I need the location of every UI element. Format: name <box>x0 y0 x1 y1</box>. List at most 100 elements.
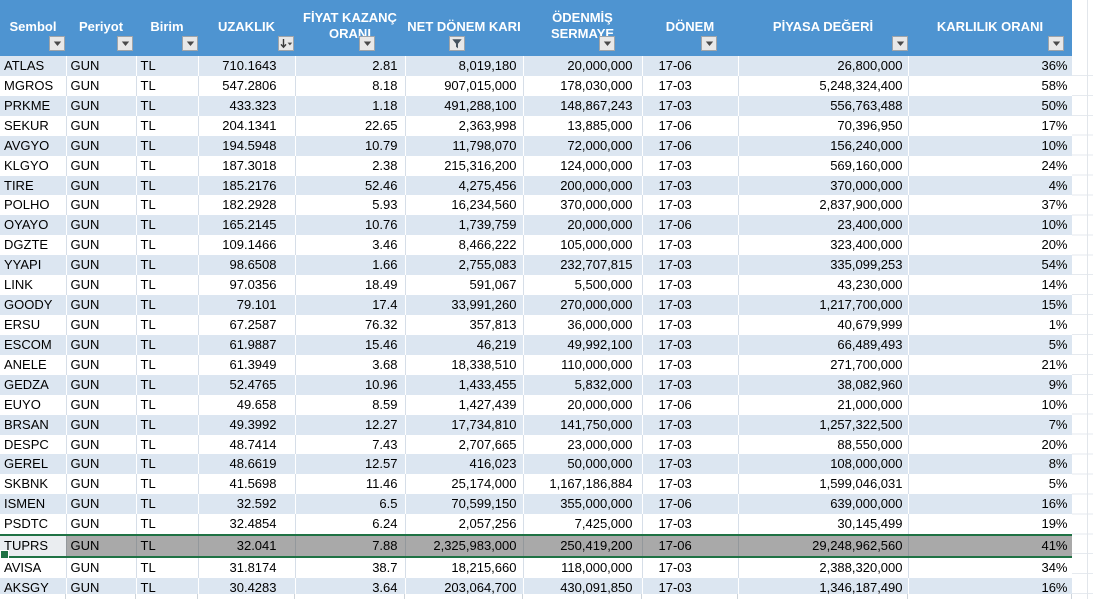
dropdown-icon[interactable] <box>182 36 198 51</box>
cell[interactable]: TL <box>136 295 199 315</box>
column-header-fi̇yat-kazanç-orani[interactable]: FİYAT KAZANÇ ORANI <box>295 0 405 56</box>
cell[interactable]: TL <box>136 135 199 156</box>
cell[interactable]: 12.57 <box>295 454 406 475</box>
cell[interactable]: 639,000,000 <box>738 494 909 515</box>
cell[interactable]: 13,885,000 <box>523 115 643 136</box>
cell[interactable]: 109.1466 <box>198 235 296 256</box>
cell[interactable]: 7,425,000 <box>523 514 643 536</box>
cell[interactable]: 17,734,810 <box>405 414 524 435</box>
cell[interactable]: 430,091,850 <box>523 577 643 598</box>
cell[interactable]: 17-03 <box>642 557 739 578</box>
cell[interactable]: TL <box>136 75 199 96</box>
empty-sheet-row[interactable] <box>0 594 1072 599</box>
cell[interactable]: 250,419,200 <box>523 534 643 559</box>
cell[interactable]: 569,160,000 <box>738 155 909 176</box>
cell[interactable]: GUN <box>66 255 137 276</box>
cell[interactable]: 88,550,000 <box>738 434 909 455</box>
cell[interactable]: TL <box>136 514 199 536</box>
cell[interactable]: 30.4283 <box>198 577 296 598</box>
cell[interactable]: 204.1341 <box>198 115 296 136</box>
cell[interactable]: 1,257,322,500 <box>738 414 909 435</box>
cell[interactable]: 29,248,962,560 <box>738 534 909 559</box>
cell[interactable]: DGZTE <box>0 235 67 256</box>
cell[interactable]: 18.49 <box>295 275 406 296</box>
cell[interactable]: 8.59 <box>295 394 406 415</box>
cell[interactable]: 66,489,493 <box>738 334 909 355</box>
cell[interactable]: GUN <box>66 557 137 578</box>
cell[interactable]: 10% <box>908 135 1073 156</box>
cell[interactable]: 7.43 <box>295 434 406 455</box>
cell[interactable]: SEKUR <box>0 115 67 136</box>
cell[interactable]: 1% <box>908 314 1073 335</box>
cell[interactable]: ISMEN <box>0 494 67 515</box>
cell[interactable]: OYAYO <box>0 215 67 236</box>
cell[interactable]: 6.5 <box>295 494 406 515</box>
cell[interactable]: 61.9887 <box>198 334 296 355</box>
cell[interactable]: 491,288,100 <box>405 95 524 116</box>
cell[interactable]: 433.323 <box>198 95 296 116</box>
cell[interactable]: YYAPI <box>0 255 67 276</box>
cell[interactable]: TL <box>136 374 199 395</box>
cell[interactable]: TUPRS <box>0 534 67 559</box>
cell[interactable]: 34% <box>908 557 1073 578</box>
cell[interactable]: TL <box>136 155 199 176</box>
cell[interactable]: 105,000,000 <box>523 235 643 256</box>
column-header-uzaklik[interactable]: UZAKLIK <box>198 0 295 56</box>
cell[interactable]: 17-03 <box>642 155 739 176</box>
cell[interactable]: 16% <box>908 494 1073 515</box>
cell[interactable]: 17-03 <box>642 334 739 355</box>
cell[interactable]: 8.18 <box>295 75 406 96</box>
cell[interactable]: 3.64 <box>295 577 406 598</box>
cell[interactable]: GUN <box>66 295 137 315</box>
cell[interactable]: GEREL <box>0 454 67 475</box>
cell[interactable]: 17-03 <box>642 95 739 116</box>
cell[interactable]: 20,000,000 <box>523 56 643 76</box>
sort-descending-icon[interactable] <box>278 36 294 51</box>
cell[interactable]: 10% <box>908 215 1073 236</box>
cell[interactable]: 556,763,488 <box>738 95 909 116</box>
cell[interactable]: 10.79 <box>295 135 406 156</box>
cell[interactable]: 165.2145 <box>198 215 296 236</box>
column-header-karlilik-orani[interactable]: KARLILIK ORANI <box>908 0 1072 56</box>
cell[interactable]: 124,000,000 <box>523 155 643 176</box>
dropdown-icon[interactable] <box>359 36 375 51</box>
cell[interactable]: TL <box>136 354 199 375</box>
cell[interactable]: 370,000,000 <box>523 195 643 216</box>
cell[interactable]: TL <box>136 115 199 136</box>
cell[interactable]: 4,275,456 <box>405 175 524 196</box>
cell[interactable]: 1,739,759 <box>405 215 524 236</box>
cell[interactable]: GUN <box>66 354 137 375</box>
cell[interactable]: 38.7 <box>295 557 406 578</box>
cell[interactable]: 416,023 <box>405 454 524 475</box>
cell[interactable]: 17-06 <box>642 494 739 515</box>
cell[interactable]: 38,082,960 <box>738 374 909 395</box>
cell[interactable]: TL <box>136 414 199 435</box>
cell[interactable]: GUN <box>66 394 137 415</box>
cell[interactable]: 20% <box>908 434 1073 455</box>
cell[interactable]: TL <box>136 434 199 455</box>
cell[interactable]: 591,067 <box>405 275 524 296</box>
cell[interactable]: 14% <box>908 275 1073 296</box>
cell[interactable]: 52.4765 <box>198 374 296 395</box>
cell[interactable]: 8% <box>908 454 1073 475</box>
cell[interactable]: 50,000,000 <box>523 454 643 475</box>
cell[interactable]: TL <box>136 577 199 598</box>
cell[interactable]: GUN <box>66 135 137 156</box>
cell[interactable]: 5,832,000 <box>523 374 643 395</box>
column-header-net-dönem-kari[interactable]: NET DÖNEM KARI <box>405 0 523 56</box>
cell[interactable]: 48.6619 <box>198 454 296 475</box>
cell[interactable]: GOODY <box>0 295 67 315</box>
cell[interactable]: GUN <box>66 414 137 435</box>
cell[interactable]: 185.2176 <box>198 175 296 196</box>
cell[interactable]: 10.76 <box>295 215 406 236</box>
cell[interactable]: 194.5948 <box>198 135 296 156</box>
cell[interactable]: GUN <box>66 56 137 76</box>
cell[interactable]: 17% <box>908 115 1073 136</box>
cell[interactable]: GUN <box>66 115 137 136</box>
cell[interactable]: AKSGY <box>0 577 67 598</box>
cell[interactable]: GUN <box>66 175 137 196</box>
cell[interactable]: TL <box>136 235 199 256</box>
selection-fill-handle[interactable] <box>0 550 9 559</box>
cell[interactable]: 270,000,000 <box>523 295 643 315</box>
cell[interactable]: TL <box>136 56 199 76</box>
